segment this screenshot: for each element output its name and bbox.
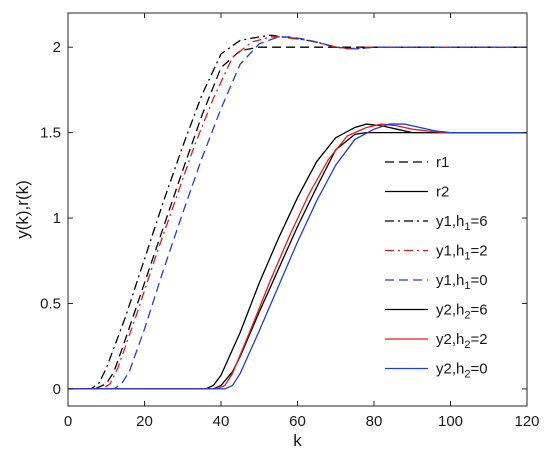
series-layer: [68, 34, 527, 390]
legend-entry-label: y2,h2=6: [436, 302, 488, 322]
series-line-7: [68, 123, 527, 390]
legend-entry-suffix: =6: [470, 302, 487, 319]
legend-entry-suffix: =2: [470, 331, 487, 348]
legend-entry-subscript: 2: [464, 310, 470, 322]
legend-entry-label: r2: [436, 184, 449, 201]
series-line-2: [68, 131, 527, 390]
legend-entry-suffix: =0: [470, 272, 487, 289]
y-axis-label: y(k),r(k): [13, 180, 32, 239]
legend-entry-text: r1: [436, 154, 449, 171]
x-tick-label: 80: [366, 413, 383, 430]
legend-entry-subscript: 2: [464, 339, 470, 351]
legend-entry-suffix: =2: [470, 243, 487, 260]
legend: r1r2y1,h1=6y1,h1=2y1,h1=0y2,h2=6y2,h2=2y…: [385, 154, 488, 381]
legend-entry-text: r2: [436, 184, 449, 201]
series-line-5: [68, 36, 527, 390]
legend-entry-text: y1,h: [436, 213, 464, 230]
legend-entry-subscript: 1: [464, 251, 470, 263]
legend-entry-label: y1,h1=2: [436, 243, 488, 263]
series-line-6: [68, 123, 527, 390]
legend-entry-label: y1,h1=0: [436, 272, 488, 292]
legend-entry-label: r1: [436, 154, 449, 171]
legend-entry-text: y2,h: [436, 331, 464, 348]
x-tick-label: 100: [438, 413, 463, 430]
x-tick-label: 20: [136, 413, 153, 430]
legend-entry-suffix: =0: [470, 361, 487, 378]
y-tick-label: 2: [53, 39, 61, 56]
tick-layer: 0 20 40 60 80 100 120 0 0.5 1 1.5 2: [40, 13, 540, 430]
x-axis-label: k: [293, 431, 302, 450]
legend-entry-suffix: =6: [470, 213, 487, 230]
y-tick-label: 1.5: [40, 125, 61, 142]
x-tick-label: 120: [514, 413, 539, 430]
series-line-1: [68, 46, 527, 390]
legend-entry-subscript: 1: [464, 221, 470, 233]
x-tick-label: 0: [64, 413, 72, 430]
legend-entry-text: y2,h: [436, 302, 464, 319]
x-tick-label: 60: [289, 413, 306, 430]
series-line-8: [68, 123, 527, 390]
legend-entry-text: y1,h: [436, 272, 464, 289]
legend-entry-text: y1,h: [436, 243, 464, 260]
y-tick-label: 0: [53, 381, 61, 398]
legend-entry-text: y2,h: [436, 361, 464, 378]
x-tick-label: 40: [213, 413, 230, 430]
y-tick-label: 1: [53, 210, 61, 227]
legend-entry-subscript: 1: [464, 280, 470, 292]
legend-entry-label: y2,h2=0: [436, 361, 488, 381]
legend-entry-subscript: 2: [464, 369, 470, 381]
y-tick-label: 0.5: [40, 295, 61, 312]
legend-entry-label: y2,h2=2: [436, 331, 488, 351]
legend-entry-label: y1,h1=6: [436, 213, 488, 233]
series-line-4: [68, 36, 527, 390]
